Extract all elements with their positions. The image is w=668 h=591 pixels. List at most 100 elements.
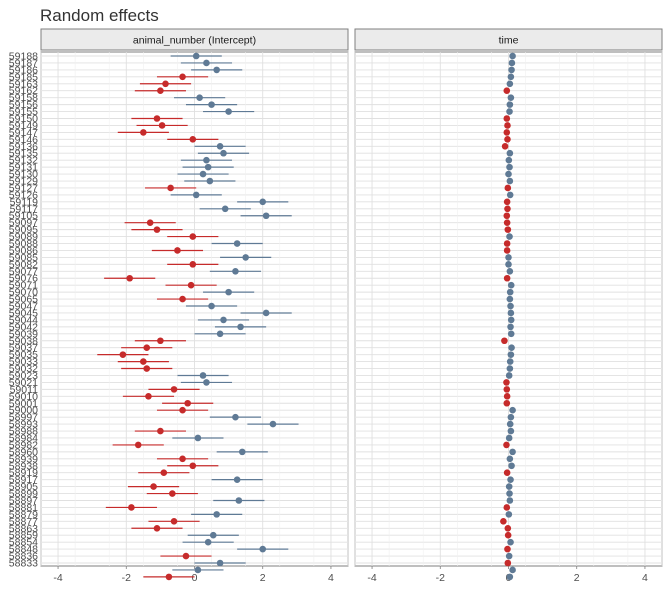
effect-point xyxy=(225,108,232,115)
effect-point xyxy=(507,323,514,331)
effect-point xyxy=(507,302,514,310)
x-tick-label: -4 xyxy=(53,572,62,584)
effect-point xyxy=(162,80,169,88)
x-tick-label: -2 xyxy=(436,572,445,584)
y-tick-label: 58854 xyxy=(9,537,38,549)
effect-point xyxy=(158,122,166,129)
effect-point xyxy=(165,573,173,581)
y-tick-label: 58899 xyxy=(9,488,38,500)
y-tick-label: 59131 xyxy=(9,162,38,174)
x-tick-label: 2 xyxy=(260,572,266,584)
x-tick-label: 4 xyxy=(328,572,334,584)
y-tick-label: 59082 xyxy=(9,259,38,271)
y-tick-label: 59188 xyxy=(9,51,38,63)
y-tick-label: 59097 xyxy=(9,217,38,229)
effect-point xyxy=(233,476,241,483)
effect-point xyxy=(237,323,244,331)
y-tick-label: 59150 xyxy=(9,113,38,125)
effect-point xyxy=(157,427,164,435)
x-tick-label: 4 xyxy=(642,572,648,584)
effect-point xyxy=(509,52,516,60)
effect-point xyxy=(503,240,511,247)
effect-point xyxy=(140,129,147,136)
effect-point xyxy=(143,365,151,372)
effect-point xyxy=(506,358,514,365)
y-tick-label: 58997 xyxy=(9,412,38,424)
effect-point xyxy=(505,156,513,164)
facet-strip-label: time xyxy=(499,35,519,47)
effect-point xyxy=(262,309,270,317)
y-tick-label: 59038 xyxy=(9,335,38,347)
effect-point xyxy=(503,87,511,95)
y-tick-label: 59042 xyxy=(9,321,38,333)
effect-point xyxy=(233,240,241,247)
effect-point xyxy=(262,212,270,220)
effect-point xyxy=(216,142,224,150)
effect-point xyxy=(507,413,515,421)
effect-point xyxy=(216,559,224,567)
effect-point xyxy=(504,524,512,532)
facet-panels: animal_number (Intercept) -4 -2 0 2 4 time -4 -2… xyxy=(40,28,663,584)
effect-point xyxy=(503,212,511,220)
y-tick-label: 59070 xyxy=(9,287,38,299)
effect-point xyxy=(506,108,513,115)
y-tick-label: 58984 xyxy=(9,432,38,444)
effect-point xyxy=(507,94,515,101)
effect-point xyxy=(503,469,511,477)
y-tick-label: 58993 xyxy=(9,419,38,431)
effect-point xyxy=(169,490,176,497)
effect-point xyxy=(503,399,511,407)
effect-point xyxy=(213,511,220,518)
effect-point xyxy=(506,149,514,157)
effect-point xyxy=(221,205,229,213)
effect-point xyxy=(505,170,512,178)
y-tick-label: 59149 xyxy=(9,120,38,132)
effect-point xyxy=(153,524,161,532)
effect-point xyxy=(179,295,186,303)
effect-point xyxy=(504,136,511,143)
y-tick-label: 59136 xyxy=(9,141,38,153)
effect-point xyxy=(238,448,246,456)
effect-estimates xyxy=(500,52,516,581)
effect-point xyxy=(199,170,207,178)
effect-point xyxy=(232,413,239,421)
effect-point xyxy=(507,309,515,317)
effect-point xyxy=(153,115,161,122)
effect-point xyxy=(500,518,507,525)
y-tick-label: 58859 xyxy=(9,530,38,542)
y-tick-label: 58879 xyxy=(9,509,38,521)
effect-point xyxy=(194,566,202,574)
y-tick-label: 59155 xyxy=(9,106,38,118)
effect-point xyxy=(503,219,511,226)
y-tick-label: 58836 xyxy=(9,551,38,563)
y-tick-label: 59065 xyxy=(9,294,38,306)
facet-strip xyxy=(354,28,663,51)
effect-point xyxy=(507,316,515,324)
y-tick-label: 59035 xyxy=(9,349,38,361)
y-tick-label: 59162 xyxy=(9,85,38,97)
effect-point xyxy=(203,379,210,386)
effect-point xyxy=(509,566,516,574)
effect-point xyxy=(506,490,513,497)
effect-point xyxy=(503,115,511,122)
y-tick-label: 59037 xyxy=(9,342,38,354)
effect-point xyxy=(206,177,214,185)
effect-point xyxy=(213,66,220,74)
y-tick-label: 58939 xyxy=(9,453,38,465)
effect-point xyxy=(507,351,515,358)
effect-point xyxy=(506,288,514,296)
facet-strip-label: animal_number (Intercept) xyxy=(133,35,256,47)
y-tick-label: 58919 xyxy=(9,467,38,479)
effect-point xyxy=(508,66,515,74)
effect-point xyxy=(508,59,516,67)
y-tick-label: 59105 xyxy=(9,210,38,222)
effect-point xyxy=(179,73,186,81)
effect-point xyxy=(204,538,212,546)
x-tick-label: 2 xyxy=(574,572,580,584)
effect-point xyxy=(507,330,515,338)
y-tick-label: 58897 xyxy=(9,495,38,507)
y-tick-label: 59001 xyxy=(9,398,38,410)
facet-panel-1: animal_number (Intercept) -4 -2 0 2 4 xyxy=(40,28,349,584)
effect-point xyxy=(269,420,277,428)
y-tick-label: 59010 xyxy=(9,391,38,403)
